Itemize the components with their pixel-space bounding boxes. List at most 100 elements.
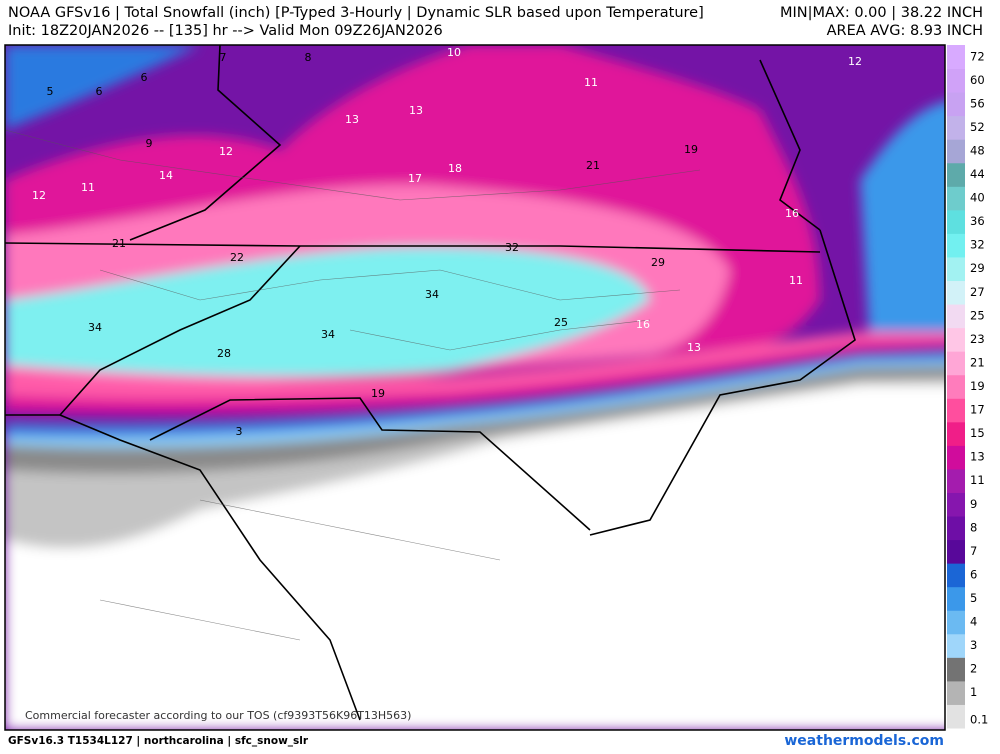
map-label: 32 (505, 241, 519, 254)
colorbar-label: 8 (970, 520, 977, 534)
map-label: 34 (425, 288, 439, 301)
title: NOAA GFSv16 | Total Snowfall (inch) [P-T… (8, 5, 704, 21)
colorbar-cell (947, 304, 965, 329)
colorbar-label: 7 (970, 544, 977, 558)
colorbar-cell (947, 280, 965, 305)
colorbar-label: 0.1 (970, 713, 988, 727)
map-label: 5 (47, 85, 54, 98)
map-label: 9 (146, 137, 153, 150)
area-avg: AREA AVG: 8.93 INCH (827, 23, 983, 39)
colorbar-label: 44 (970, 167, 985, 181)
colorbar-label: 40 (970, 191, 985, 205)
map-label: 17 (408, 172, 422, 185)
colorbar-label: 19 (970, 379, 985, 393)
map-label: 12 (219, 145, 233, 158)
colorbar-cell (947, 162, 965, 187)
colorbar-cell (947, 539, 965, 564)
colorbar-label: 11 (970, 473, 985, 487)
colorbar-cell (947, 186, 965, 211)
colorbar-cell (947, 115, 965, 140)
site: weathermodels.com (784, 733, 944, 749)
map-label: 8 (305, 51, 312, 64)
colorbar-label: 23 (970, 332, 985, 346)
map-label: 34 (321, 328, 335, 341)
map-label: 10 (447, 46, 461, 59)
map-label: 12 (848, 55, 862, 68)
colorbar-cell (947, 327, 965, 352)
colorbar-cell (947, 563, 965, 588)
colorbar-label: 3 (970, 638, 977, 652)
map-label: 28 (217, 347, 231, 360)
map-label: 29 (651, 256, 665, 269)
colorbar-cell (947, 421, 965, 446)
map-label: 18 (448, 162, 462, 175)
map-label: 13 (409, 104, 423, 117)
colorbar-label: 17 (970, 403, 985, 417)
colorbar-cell (947, 516, 965, 541)
map-label: 11 (81, 181, 95, 194)
map-label: 3 (236, 425, 243, 438)
colorbar-cell (947, 586, 965, 611)
colorbar-cell (947, 45, 965, 70)
map-label: 6 (141, 71, 148, 84)
map-label: 11 (789, 274, 803, 287)
colorbar-label: 9 (970, 497, 977, 511)
colorbar-cell (947, 633, 965, 658)
colorbar-label: 48 (970, 143, 985, 157)
map-label: 7 (220, 51, 227, 64)
map-label: 34 (88, 321, 102, 334)
colorbar-label: 72 (970, 49, 985, 63)
colorbar-cell (947, 209, 965, 234)
colorbar-cell (947, 657, 965, 682)
map-label: 11 (584, 76, 598, 89)
watermark: Commercial forecaster according to our T… (25, 709, 411, 722)
colorbar-label: 56 (970, 96, 985, 110)
colorbar-label: 15 (970, 426, 985, 440)
colorbar-label: 36 (970, 214, 985, 228)
colorbar-label: 29 (970, 261, 985, 275)
map-label: 12 (32, 189, 46, 202)
colorbar-label: 6 (970, 567, 977, 581)
colorbar-label: 2 (970, 662, 977, 676)
colorbar-label: 32 (970, 238, 985, 252)
model-info: GFSv16.3 T1534L127 | northcarolina | sfc… (8, 735, 309, 747)
colorbar-cell (947, 398, 965, 423)
colorbar-label: 52 (970, 120, 985, 134)
colorbar-cell (947, 680, 965, 705)
colorbar-cell (947, 233, 965, 258)
colorbar-cell (947, 704, 965, 729)
colorbar-cell (947, 92, 965, 117)
colorbar-label: 1 (970, 685, 977, 699)
colorbar-label: 5 (970, 591, 977, 605)
map-label: 16 (785, 207, 799, 220)
colorbar-label: 25 (970, 308, 985, 322)
colorbar-label: 27 (970, 285, 985, 299)
colorbar-cell (947, 610, 965, 635)
colorbar-label: 60 (970, 73, 985, 87)
colorbar-cell (947, 492, 965, 517)
colorbar: 0.11234567891113151719212325272932364044… (947, 45, 988, 729)
min-max: MIN|MAX: 0.00 | 38.22 INCH (780, 5, 983, 21)
map-label: 21 (586, 159, 600, 172)
map-label: 13 (687, 341, 701, 354)
init-line: Init: 18Z20JAN2026 -- [135] hr --> Valid… (8, 23, 443, 39)
colorbar-label: 4 (970, 615, 977, 629)
colorbar-cell (947, 468, 965, 493)
colorbar-cell (947, 139, 965, 164)
colorbar-label: 13 (970, 450, 985, 464)
colorbar-cell (947, 374, 965, 399)
map: Commercial forecaster according to our T… (5, 45, 945, 730)
colorbar-cell (947, 256, 965, 282)
map-label: 14 (159, 169, 173, 182)
map-label: 6 (96, 85, 103, 98)
map-label: 19 (684, 143, 698, 156)
colorbar-label: 21 (970, 355, 985, 369)
map-label: 25 (554, 316, 568, 329)
map-label: 22 (230, 251, 244, 264)
map-label: 13 (345, 113, 359, 126)
map-frame (4, 44, 946, 731)
colorbar-cell (947, 351, 965, 376)
colorbar-cell (947, 445, 965, 470)
map-label: 21 (112, 237, 126, 250)
